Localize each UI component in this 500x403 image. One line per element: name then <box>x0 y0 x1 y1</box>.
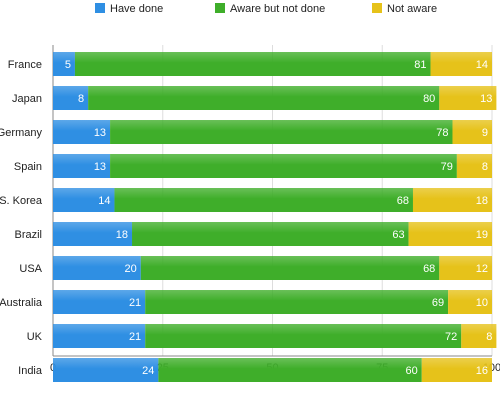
data-label: 8 <box>78 93 84 105</box>
bar-segment <box>53 188 115 212</box>
bar-segment <box>158 358 422 382</box>
data-label: 5 <box>65 59 71 71</box>
bar-segment <box>53 120 111 144</box>
bar-segment <box>430 52 492 76</box>
data-label: 8 <box>482 161 488 173</box>
data-label: 13 <box>94 161 106 173</box>
category-label: UK <box>27 331 43 343</box>
data-label: 16 <box>476 365 488 377</box>
category-label: Spain <box>14 161 42 173</box>
category-label: Australia <box>0 297 43 309</box>
category-label: France <box>8 59 42 71</box>
bar-segment <box>53 256 141 280</box>
data-label: 68 <box>397 195 409 207</box>
bar-segment <box>448 290 492 314</box>
data-label: 78 <box>436 127 448 139</box>
data-label: 72 <box>445 331 457 343</box>
data-label: 21 <box>129 297 141 309</box>
data-label: 24 <box>142 365 154 377</box>
bar-segment <box>88 86 440 110</box>
category-label: USA <box>19 263 42 275</box>
bar-segment <box>439 256 492 280</box>
category-label: Japan <box>12 93 42 105</box>
data-label: 21 <box>129 331 141 343</box>
bar-segment <box>461 324 497 348</box>
data-label: 13 <box>480 93 492 105</box>
bar-segment <box>53 324 146 348</box>
data-label: 10 <box>476 297 488 309</box>
bar-segment <box>145 324 462 348</box>
data-label: 81 <box>414 59 426 71</box>
bar-segment <box>53 222 133 246</box>
category-label: Brazil <box>14 229 42 241</box>
bar-segment <box>53 290 146 314</box>
legend-swatch <box>215 3 225 13</box>
legend-swatch <box>372 3 382 13</box>
data-label: 18 <box>476 195 488 207</box>
data-label: 12 <box>476 263 488 275</box>
data-label: 80 <box>423 93 435 105</box>
bar-segment <box>53 86 89 110</box>
bar-segment <box>412 188 492 212</box>
bar-segment <box>110 120 453 144</box>
data-label: 13 <box>94 127 106 139</box>
bar-segment <box>132 222 409 246</box>
legend-label: Aware but not done <box>230 3 325 15</box>
data-label: 14 <box>476 59 488 71</box>
bar-segment <box>114 188 413 212</box>
bar-segment <box>74 52 431 76</box>
data-label: 8 <box>486 331 492 343</box>
legend-label: Not aware <box>387 3 437 15</box>
data-label: 68 <box>423 263 435 275</box>
bar-segment <box>110 154 457 178</box>
category-label: S. Korea <box>0 195 43 207</box>
bar-segment <box>421 358 492 382</box>
bar-segment <box>439 86 497 110</box>
data-label: 69 <box>432 297 444 309</box>
data-label: 63 <box>392 229 404 241</box>
legend-swatch <box>95 3 105 13</box>
data-label: 20 <box>125 263 137 275</box>
category-label: Germany <box>0 127 42 139</box>
data-label: 14 <box>98 195 110 207</box>
bar-segment <box>456 154 492 178</box>
bar-segment <box>53 358 159 382</box>
bar-segment <box>140 256 440 280</box>
data-label: 60 <box>406 365 418 377</box>
bar-segment <box>452 120 492 144</box>
bar-segment <box>53 154 111 178</box>
data-label: 19 <box>476 229 488 241</box>
bar-segment <box>408 222 492 246</box>
data-label: 9 <box>482 127 488 139</box>
data-label: 79 <box>441 161 453 173</box>
legend-label: Have done <box>110 3 163 15</box>
data-label: 18 <box>116 229 128 241</box>
bar-segment <box>53 52 75 76</box>
bar-segment <box>145 290 449 314</box>
category-label: India <box>18 365 43 377</box>
